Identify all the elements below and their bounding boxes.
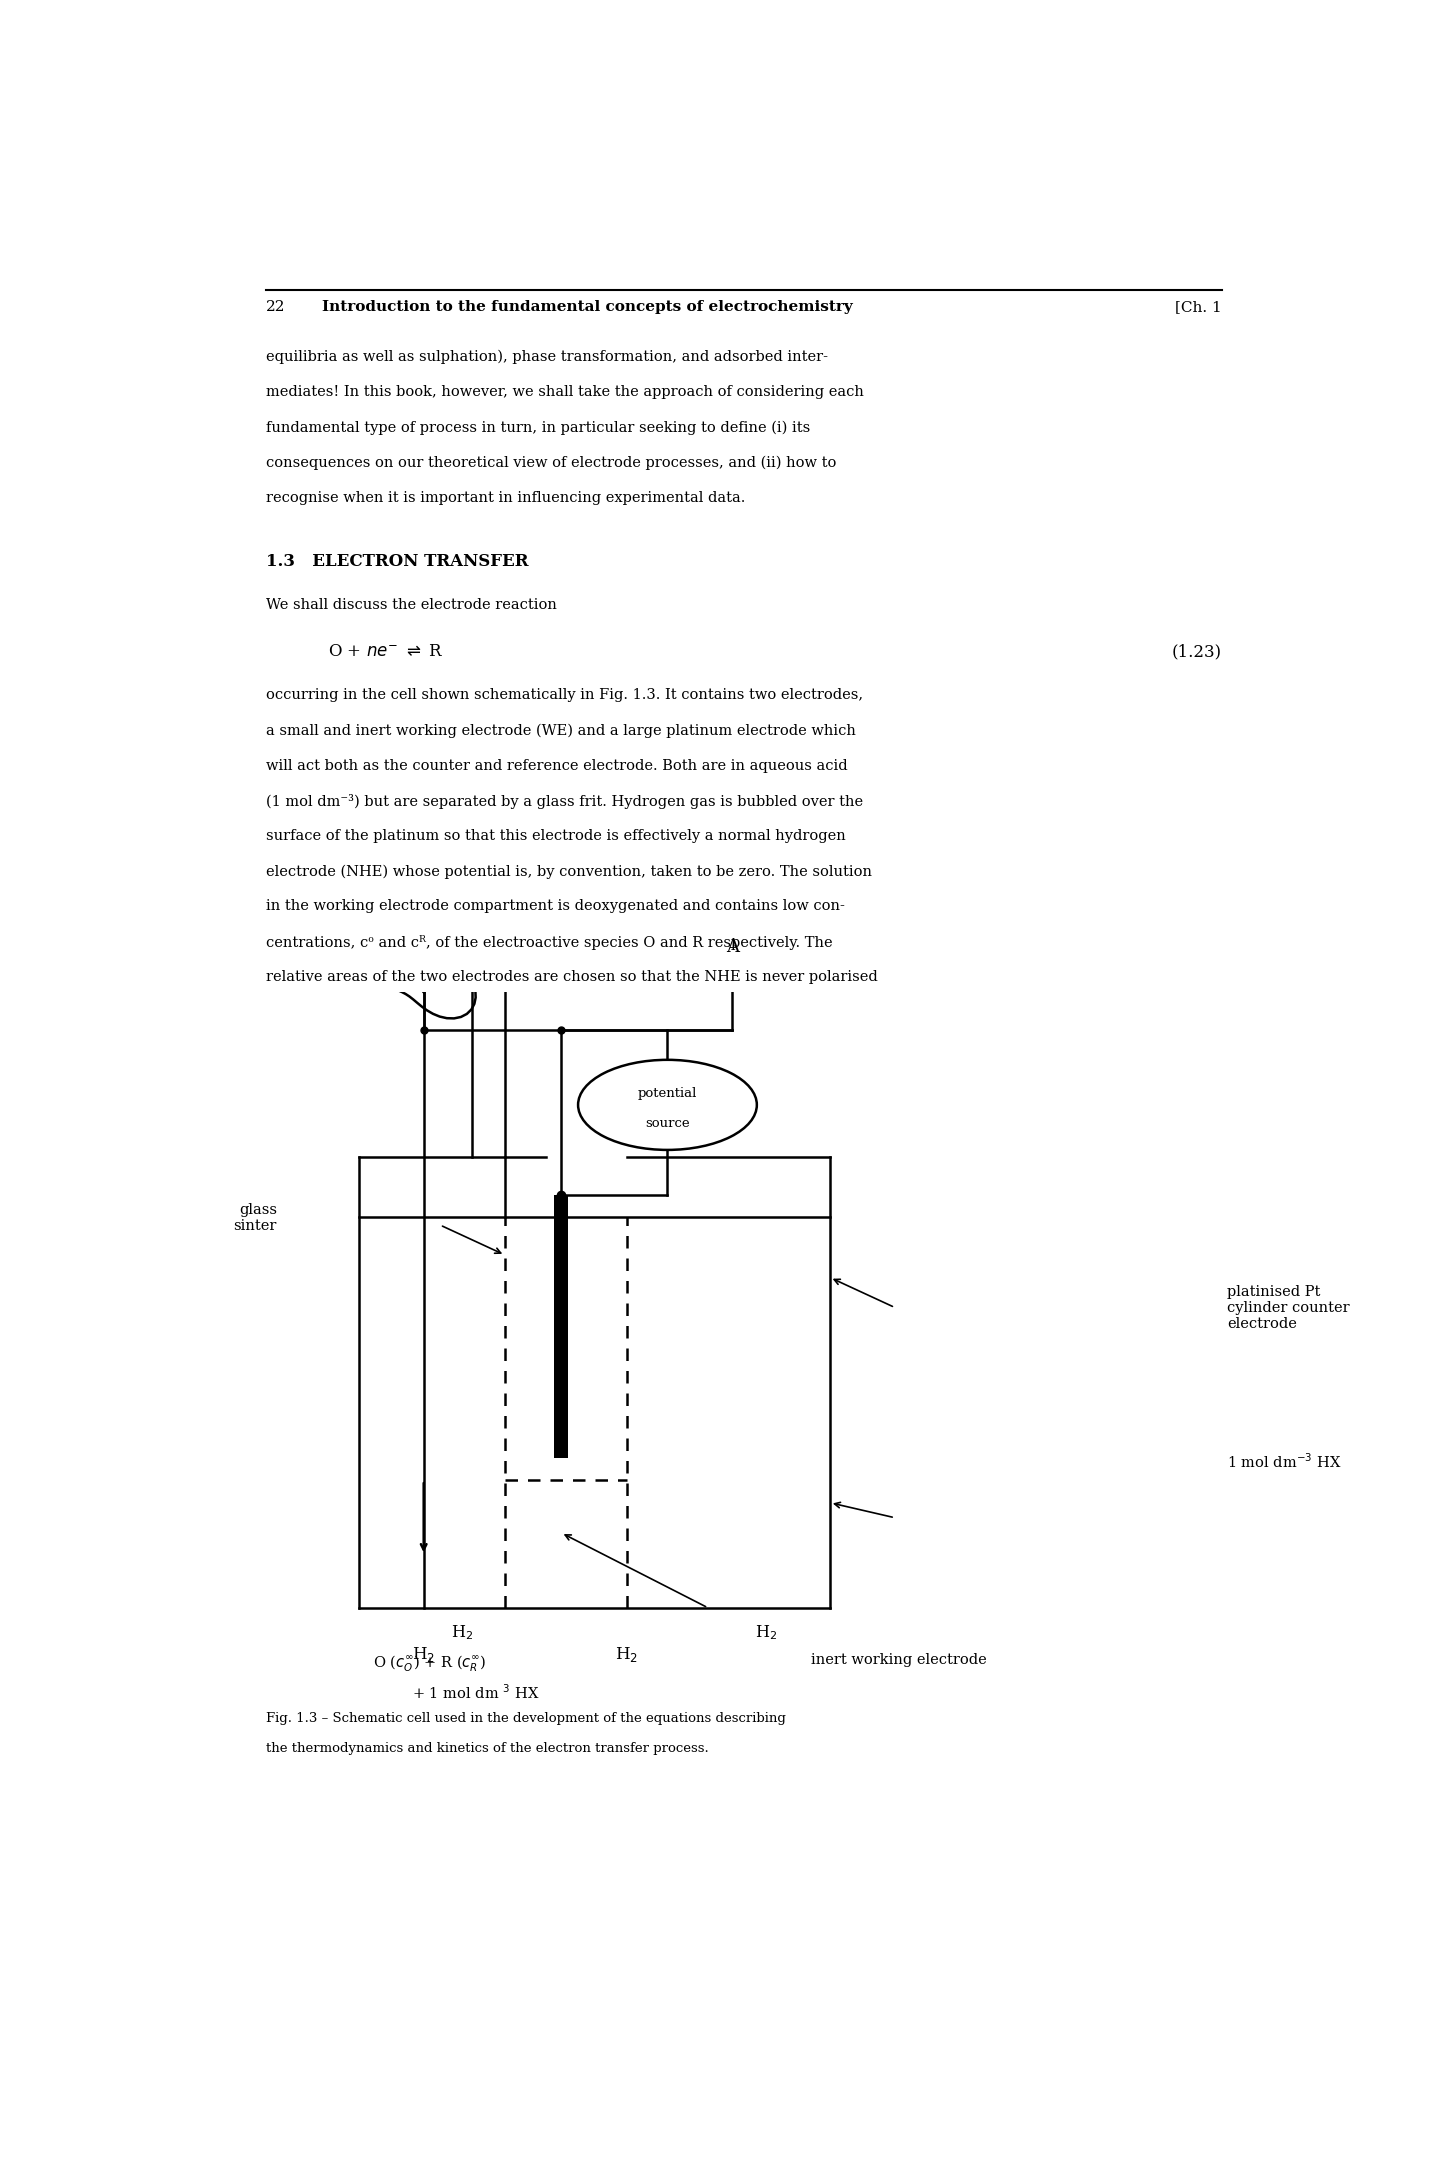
Text: surface of the platinum so that this electrode is effectively a normal hydrogen: surface of the platinum so that this ele… <box>266 829 846 842</box>
Text: H$_2$: H$_2$ <box>755 1623 778 1643</box>
Text: O + $ne^{-}$ $\rightleftharpoons$ R: O + $ne^{-}$ $\rightleftharpoons$ R <box>328 644 444 659</box>
Text: H$_2$: H$_2$ <box>451 1623 473 1643</box>
Text: will act both as the counter and reference electrode. Both are in aqueous acid: will act both as the counter and referen… <box>266 759 847 772</box>
Text: consequences on our theoretical view of electrode processes, and (ii) how to: consequences on our theoretical view of … <box>266 455 836 470</box>
Circle shape <box>688 905 778 988</box>
Text: potential: potential <box>638 1088 696 1101</box>
Text: 1 mol dm$^{-3}$ HX: 1 mol dm$^{-3}$ HX <box>1228 1451 1342 1471</box>
Text: centrations, cᵒ and cᴿ, of the electroactive species O and R respectively. The: centrations, cᵒ and cᴿ, of the electroac… <box>266 936 833 949</box>
Text: fundamental type of process in turn, in particular seeking to define (i) its: fundamental type of process in turn, in … <box>266 420 810 435</box>
Text: (1.23): (1.23) <box>1171 644 1222 659</box>
Text: platinised Pt
cylinder counter
electrode: platinised Pt cylinder counter electrode <box>1228 1284 1349 1332</box>
Text: inert working electrode: inert working electrode <box>811 1654 987 1667</box>
Text: + 1 mol dm $^{3}$ HX: + 1 mol dm $^{3}$ HX <box>412 1684 540 1702</box>
Text: source: source <box>646 1116 689 1129</box>
Text: O ($c_O^\infty$) + R ($c_R^\infty$): O ($c_O^\infty$) + R ($c_R^\infty$) <box>373 1654 486 1673</box>
Text: 22: 22 <box>266 300 286 313</box>
Text: H$_2$: H$_2$ <box>412 1645 435 1665</box>
Text: the thermodynamics and kinetics of the electron transfer process.: the thermodynamics and kinetics of the e… <box>266 1743 708 1756</box>
Text: We shall discuss the electrode reaction: We shall discuss the electrode reaction <box>266 598 557 611</box>
Text: [Ch. 1: [Ch. 1 <box>1175 300 1222 313</box>
Text: (1 mol dm⁻³) but are separated by a glass frit. Hydrogen gas is bubbled over the: (1 mol dm⁻³) but are separated by a glas… <box>266 794 863 809</box>
Text: electrode (NHE) whose potential is, by convention, taken to be zero. The solutio: electrode (NHE) whose potential is, by c… <box>266 864 872 879</box>
Text: Introduction to the fundamental concepts of electrochemistry: Introduction to the fundamental concepts… <box>322 300 853 313</box>
Text: mediates! In this book, however, we shall take the approach of considering each: mediates! In this book, however, we shal… <box>266 385 863 398</box>
Ellipse shape <box>577 1060 757 1149</box>
Text: relative areas of the two electrodes are chosen so that the NHE is never polaris: relative areas of the two electrodes are… <box>266 970 878 984</box>
Text: 1.3   ELECTRON TRANSFER: 1.3 ELECTRON TRANSFER <box>266 553 528 570</box>
Text: H$_2$: H$_2$ <box>615 1645 638 1665</box>
Text: a small and inert working electrode (WE) and a large platinum electrode which: a small and inert working electrode (WE)… <box>266 725 856 738</box>
Text: in the working electrode compartment is deoxygenated and contains low con-: in the working electrode compartment is … <box>266 899 844 914</box>
Text: equilibria as well as sulphation), phase transformation, and adsorbed inter-: equilibria as well as sulphation), phase… <box>266 350 827 363</box>
Bar <box>554 1195 569 1458</box>
Text: glass
sinter: glass sinter <box>234 1203 277 1234</box>
Text: A: A <box>726 938 739 955</box>
Text: Fig. 1.3 – Schematic cell used in the development of the equations describing: Fig. 1.3 – Schematic cell used in the de… <box>266 1713 785 1726</box>
Text: recognise when it is important in influencing experimental data.: recognise when it is important in influe… <box>266 490 746 505</box>
Text: occurring in the cell shown schematically in Fig. 1.3. It contains two electrode: occurring in the cell shown schematicall… <box>266 688 863 703</box>
